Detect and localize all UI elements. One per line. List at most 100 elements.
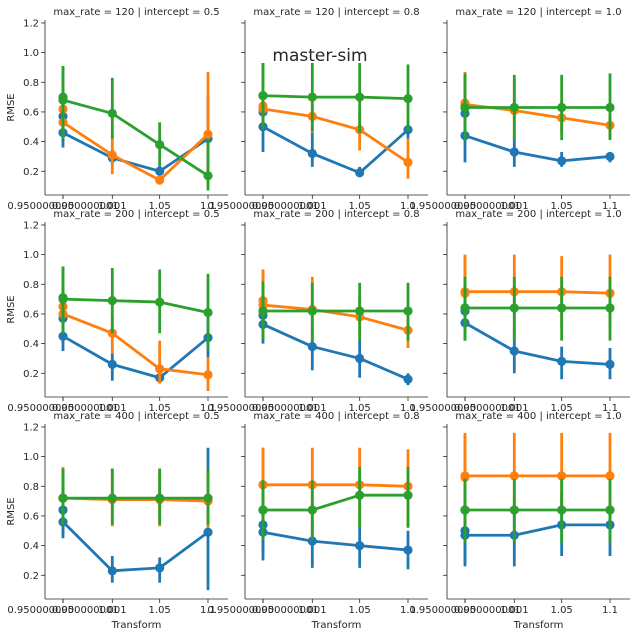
data-point [403, 94, 413, 104]
x-tick-label: 1.1 [400, 201, 416, 212]
x-tick-label: 0.95 [454, 201, 476, 212]
data-point [460, 505, 470, 515]
data-point [258, 91, 268, 101]
facet-title: max_rate = 400 | intercept = 0.8 [253, 411, 419, 422]
data-point [203, 129, 213, 139]
x-tick-label: 1.1 [602, 605, 618, 616]
data-point [605, 471, 615, 481]
series-line [463, 290, 611, 295]
data-point [307, 306, 317, 316]
x-tick-label: 0.9500000000000001 [409, 201, 520, 212]
x-tick-label: 0.9500000000000001 [409, 605, 520, 616]
data-point [155, 364, 165, 374]
x-tick-label: 0.95 [252, 605, 274, 616]
data-point [509, 471, 519, 481]
data-point [155, 166, 165, 176]
y-tick-label: 0.2 [23, 167, 39, 178]
x-tick-label: 0.95 [454, 403, 476, 414]
data-point [107, 296, 117, 306]
data-point [509, 102, 519, 113]
x-tick-label: 0.95 [52, 605, 74, 616]
x-tick-label: 0.95 [454, 605, 476, 616]
data-point [355, 168, 365, 178]
y-tick-label: 1.2 [23, 220, 39, 231]
facet-panel: max_rate = 400 | intercept = 0.5 0.2 0.4 0.… [6, 411, 228, 631]
series-2 [460, 73, 615, 141]
x-tick-label: 0.9500000000000001 [207, 605, 318, 616]
series-line [261, 111, 409, 175]
series-line [61, 318, 209, 380]
series-line [463, 474, 610, 478]
data-point [258, 306, 268, 316]
facet-title: max_rate = 400 | intercept = 1.0 [455, 411, 621, 422]
data-point [460, 471, 470, 481]
facet-panel: max_rate = 200 | intercept = 0.5 0.2 0.4 0.… [6, 209, 228, 414]
series-line [463, 523, 610, 537]
y-tick-label: 0.4 [23, 339, 39, 350]
data-point [58, 95, 68, 105]
x-tick-label: 1.001 [98, 403, 127, 414]
y-tick-label: 1.2 [23, 18, 39, 29]
x-tick-label: 0.95 [52, 403, 74, 414]
x-axis-label: Transform [111, 620, 162, 631]
facet-panel: max_rate = 120 | intercept = 0.5 0.2 0.4 0.… [6, 7, 228, 212]
series-1 [460, 432, 615, 515]
series-line [261, 300, 409, 332]
facet-panel: max_rate = 400 | intercept = 1.0 0.950.95… [409, 411, 630, 631]
series-0 [460, 103, 615, 167]
data-point [203, 493, 213, 503]
data-point [258, 505, 268, 515]
x-axis-label: Transform [513, 620, 564, 631]
data-point [107, 493, 117, 503]
series-line [61, 510, 209, 573]
data-point [403, 157, 413, 167]
data-point [155, 139, 165, 150]
x-tick-label: 1.001 [98, 201, 127, 212]
series-line [263, 483, 409, 488]
data-point [107, 150, 117, 160]
series-line [261, 524, 409, 552]
series-0 [58, 447, 213, 591]
y-tick-label: 0.4 [23, 541, 39, 552]
figure-title: master-sim [272, 46, 367, 66]
series-1 [258, 447, 413, 527]
x-tick-label: 0.9500000000000001 [207, 403, 318, 414]
data-point [155, 493, 165, 503]
x-tick-label: 1.05 [149, 605, 171, 616]
series-line [463, 310, 611, 366]
data-point [203, 171, 213, 181]
data-point [557, 102, 567, 113]
series-1 [58, 296, 213, 392]
data-point [355, 353, 365, 364]
data-point [403, 306, 413, 316]
data-point [58, 493, 68, 503]
x-tick-label: 1.001 [500, 605, 529, 616]
series-2 [258, 281, 413, 341]
data-point [557, 471, 567, 481]
facet-title: max_rate = 120 | intercept = 0.5 [53, 7, 219, 18]
series-0 [58, 95, 213, 187]
data-point [107, 566, 117, 576]
x-tick-label: 1.001 [298, 605, 327, 616]
data-point [203, 307, 213, 318]
x-tick-label: 0.9500000000000001 [7, 605, 118, 616]
data-point [509, 505, 519, 515]
data-point [307, 341, 317, 352]
data-point [107, 359, 117, 369]
data-point [203, 370, 213, 380]
data-point [307, 148, 317, 159]
data-point [355, 541, 365, 551]
y-tick-label: 0.8 [23, 78, 39, 89]
data-point [355, 306, 365, 316]
x-tick-label: 1.001 [500, 201, 529, 212]
series-line [61, 306, 209, 377]
y-axis-label: RMSE [6, 295, 17, 323]
x-tick-label: 1.05 [149, 201, 171, 212]
data-point [509, 303, 519, 313]
series-0 [460, 305, 615, 380]
x-tick-label: 1.1 [400, 605, 416, 616]
data-point [203, 527, 213, 537]
x-tick-label: 1.001 [298, 201, 327, 212]
y-tick-label: 1.2 [23, 422, 39, 433]
